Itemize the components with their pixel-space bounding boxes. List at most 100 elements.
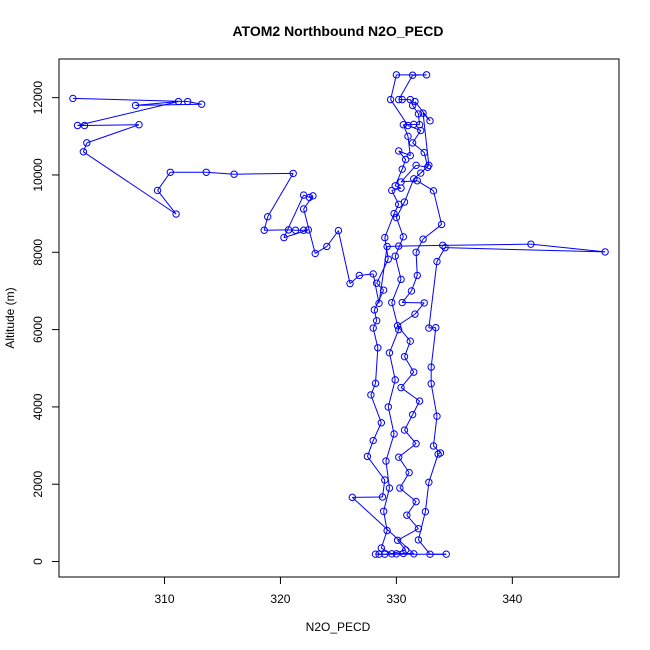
data-point bbox=[441, 243, 449, 252]
data-point bbox=[202, 168, 210, 176]
series-segment bbox=[86, 124, 140, 144]
series-segment bbox=[351, 496, 415, 555]
data-point bbox=[197, 100, 206, 108]
series-segment bbox=[385, 460, 390, 489]
data-point bbox=[374, 344, 382, 352]
data-point bbox=[260, 226, 268, 234]
data-point bbox=[410, 175, 418, 183]
series-segment bbox=[530, 243, 606, 253]
data-point bbox=[412, 497, 420, 506]
data-point bbox=[392, 550, 401, 558]
data-point bbox=[432, 323, 440, 332]
data-point bbox=[414, 110, 423, 118]
data-point bbox=[379, 286, 388, 294]
series-segment bbox=[393, 204, 400, 214]
series-segment bbox=[400, 164, 417, 183]
series-segment bbox=[381, 547, 392, 555]
data-point bbox=[400, 198, 409, 206]
data-point bbox=[401, 546, 410, 554]
data-point bbox=[334, 226, 343, 235]
data-point bbox=[411, 97, 419, 106]
data-point bbox=[395, 242, 403, 250]
series-segment bbox=[433, 190, 443, 225]
data-point bbox=[346, 279, 354, 288]
data-point bbox=[407, 287, 416, 295]
data-point bbox=[393, 536, 402, 544]
data-point bbox=[408, 410, 417, 419]
data-point bbox=[398, 165, 406, 173]
data-point bbox=[153, 186, 162, 195]
series-segment bbox=[412, 130, 422, 144]
data-point bbox=[172, 210, 180, 218]
series-segment bbox=[135, 103, 202, 106]
data-point bbox=[371, 379, 380, 388]
series-segment bbox=[415, 252, 418, 276]
series-segment bbox=[395, 201, 405, 218]
series-segment bbox=[417, 511, 426, 541]
data-point bbox=[400, 426, 409, 434]
x-tick-label: 330 bbox=[386, 592, 406, 606]
series-segment bbox=[391, 302, 400, 330]
series-segment bbox=[391, 190, 400, 205]
data-point bbox=[419, 235, 427, 243]
data-point bbox=[379, 507, 388, 515]
data-point bbox=[396, 484, 404, 492]
data-point bbox=[135, 121, 143, 129]
data-point bbox=[412, 248, 420, 256]
data-point bbox=[433, 412, 441, 420]
series-segment bbox=[398, 150, 407, 160]
data-point bbox=[367, 391, 375, 399]
series-segment bbox=[388, 329, 400, 353]
data-point bbox=[388, 298, 396, 307]
series-segment bbox=[77, 101, 179, 126]
series-segment bbox=[401, 159, 407, 170]
series-segment bbox=[359, 273, 374, 276]
data-point bbox=[299, 226, 308, 234]
series-points bbox=[69, 71, 609, 558]
data-point bbox=[423, 163, 432, 171]
data-point bbox=[414, 524, 423, 533]
data-point bbox=[411, 310, 419, 318]
data-point bbox=[433, 257, 441, 266]
data-point bbox=[289, 169, 297, 178]
x-tick-label: 340 bbox=[502, 592, 522, 606]
data-point bbox=[377, 544, 386, 552]
series-segment bbox=[387, 406, 395, 435]
series-segment bbox=[414, 302, 425, 315]
data-point bbox=[403, 511, 411, 519]
series-segment bbox=[412, 400, 421, 415]
data-point bbox=[398, 95, 406, 104]
series-segment bbox=[430, 327, 437, 368]
x-tick-label: 320 bbox=[270, 592, 290, 606]
data-point bbox=[391, 252, 399, 260]
data-point bbox=[417, 126, 425, 135]
y-tick-label: 6000 bbox=[31, 316, 45, 343]
data-point bbox=[174, 97, 183, 106]
series-segment bbox=[436, 247, 446, 262]
data-point bbox=[399, 121, 408, 129]
series-segment bbox=[157, 190, 177, 215]
data-point bbox=[372, 317, 381, 325]
data-point bbox=[372, 279, 381, 287]
series-segment bbox=[406, 501, 417, 516]
x-tick-label: 310 bbox=[154, 592, 174, 606]
data-point bbox=[408, 71, 417, 79]
data-point bbox=[425, 478, 433, 486]
series-segment bbox=[373, 309, 378, 321]
data-point bbox=[388, 550, 396, 558]
series-segment bbox=[415, 238, 424, 253]
data-point bbox=[183, 97, 192, 106]
y-tick-label: 10000 bbox=[31, 158, 45, 192]
series-segment bbox=[401, 290, 412, 303]
series-segment bbox=[83, 151, 177, 215]
data-point bbox=[369, 270, 377, 278]
series-segment bbox=[404, 414, 414, 431]
data-point bbox=[439, 241, 447, 250]
data-point bbox=[414, 536, 423, 544]
data-point bbox=[382, 457, 390, 465]
data-point bbox=[413, 177, 421, 185]
data-point bbox=[400, 352, 409, 361]
data-point bbox=[442, 550, 450, 558]
series-segment bbox=[398, 150, 411, 157]
series-segment bbox=[267, 173, 294, 217]
